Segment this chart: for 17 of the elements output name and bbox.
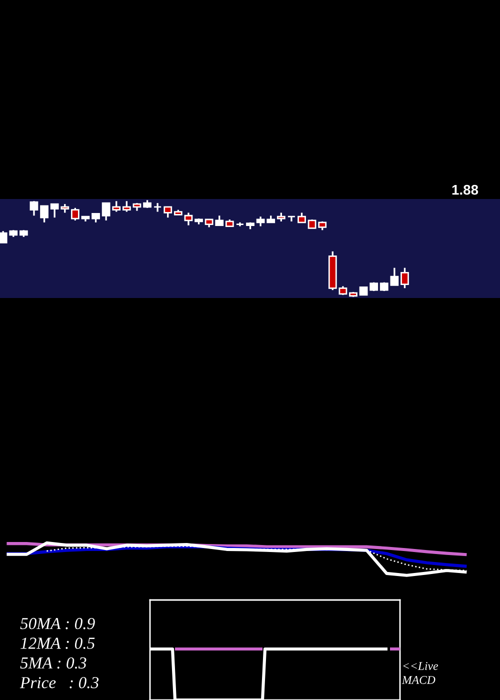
candlestick bbox=[164, 206, 172, 218]
candlestick bbox=[122, 200, 131, 213]
text: 50MA : 0.9 bbox=[20, 618, 95, 630]
candlestick bbox=[184, 212, 193, 226]
text: MACD bbox=[402, 676, 436, 684]
text: Price : 0.3 bbox=[20, 677, 99, 688]
candlestick bbox=[153, 202, 162, 213]
candlestick bbox=[298, 212, 306, 224]
text: 1.88 bbox=[452, 184, 478, 195]
candlestick bbox=[70, 207, 80, 222]
text: <<Live bbox=[403, 662, 438, 670]
candlestick bbox=[30, 200, 38, 216]
text: 12MA : 0.5 bbox=[20, 638, 95, 649]
text: 5MA : 0.3 bbox=[20, 657, 86, 669]
candlestick bbox=[287, 216, 296, 222]
candlestick bbox=[400, 267, 409, 289]
candlestick bbox=[40, 205, 48, 224]
